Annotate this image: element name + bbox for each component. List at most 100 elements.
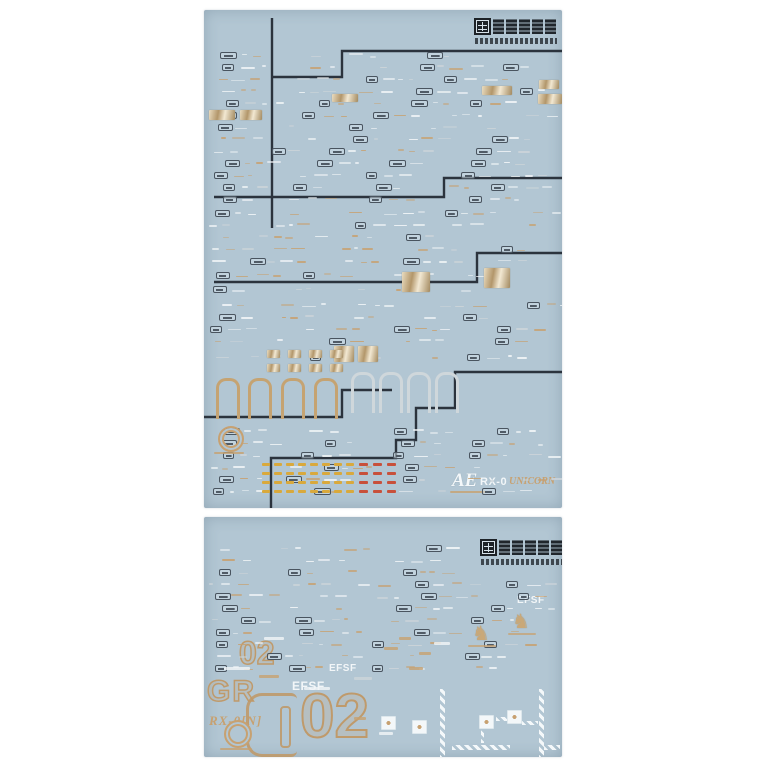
anaheim-ae-text: AE (452, 470, 478, 491)
decal-code-box (389, 160, 407, 167)
decal-mark (262, 65, 267, 68)
decal-mark (408, 150, 415, 153)
decal-code-box (352, 136, 369, 143)
decal-mark (214, 340, 221, 343)
decal-mark (505, 643, 518, 646)
decal-code-box (403, 258, 420, 265)
decal-mark (236, 275, 248, 278)
decal-mark (432, 608, 440, 610)
decal-mark (503, 454, 508, 457)
decal-mark (546, 303, 556, 305)
decal-code-box (462, 314, 478, 321)
decal-code-box (349, 124, 363, 131)
decal-code-box (225, 100, 239, 107)
decal-mark (352, 235, 359, 237)
caution-chip (310, 490, 318, 493)
arch-decal (281, 378, 305, 419)
decal-mark (315, 235, 328, 238)
caution-chip (359, 490, 368, 493)
decal-mark (329, 65, 336, 68)
decal-mark (377, 584, 391, 587)
decal-mark (468, 645, 496, 647)
decal-mark (302, 642, 314, 645)
decal-code-box (443, 76, 457, 83)
decal-code-box (413, 629, 430, 636)
decal-mark (470, 223, 484, 225)
decal-mark (216, 356, 230, 359)
decal-code-box (317, 160, 334, 167)
decal-mark (252, 55, 261, 58)
caution-chip (262, 463, 270, 466)
decal-mark (358, 288, 365, 291)
decal-code-box (218, 124, 233, 131)
caution-chip (298, 463, 306, 466)
decal-mark (256, 186, 268, 188)
caution-chip (387, 481, 396, 484)
unicorn-emblem-icon: ♞ (472, 621, 490, 645)
decal-mark (342, 632, 350, 635)
decal-mark (275, 225, 286, 227)
decal-mark (233, 632, 238, 635)
decal-mark (221, 467, 229, 470)
decal-mark (235, 211, 242, 214)
decal-mark (471, 65, 485, 67)
decal-mark (393, 596, 399, 599)
decal-code-box (369, 196, 382, 203)
decal-code-box (220, 52, 238, 59)
caution-chip (359, 472, 368, 475)
decal-mark (225, 248, 236, 251)
decal-mark (449, 67, 463, 70)
decal-mark (548, 455, 561, 458)
caution-stripe (522, 721, 538, 725)
decal-mark (411, 560, 424, 563)
decal-mark (409, 667, 423, 670)
decal-mark (316, 77, 329, 79)
decal-mark (242, 489, 250, 492)
decal-mark (381, 91, 393, 94)
decal-mark (236, 304, 244, 307)
decal-mark (367, 236, 372, 239)
decal-mark (359, 91, 373, 94)
decal-mark (319, 630, 334, 633)
decal-mark (432, 247, 445, 249)
brand-logo (480, 539, 562, 573)
decal-mark (409, 138, 418, 141)
number-02-large: 02 (299, 681, 370, 752)
decal-mark (449, 185, 459, 188)
decal-mark (433, 101, 438, 104)
decal-code-box (301, 112, 316, 119)
decal-mark (393, 274, 403, 276)
caution-chip (346, 490, 354, 493)
decal-mark (281, 316, 287, 319)
gold-grid-cell (267, 364, 280, 372)
decal-mark (251, 355, 260, 358)
decal-mark (244, 102, 256, 104)
brand-logo-mark-icon (480, 539, 497, 556)
decal-mark (432, 632, 446, 634)
decal-mark (504, 161, 510, 164)
decal-mark (208, 583, 213, 585)
decal-mark (309, 429, 323, 432)
decal-mark (276, 102, 284, 104)
decal-mark (306, 477, 320, 480)
decal-mark (507, 355, 513, 357)
decal-mark (317, 559, 331, 562)
decal-mark (514, 340, 529, 343)
caution-chip (334, 472, 342, 475)
decal-mark (515, 163, 526, 166)
decal-mark (273, 275, 281, 277)
decal-mark (296, 261, 306, 263)
decal-code-box (222, 605, 239, 612)
arch-decal (407, 372, 431, 413)
decal-mark (261, 103, 268, 105)
decal-mark (248, 594, 263, 596)
decal-mark (472, 305, 487, 308)
caution-chip (286, 472, 294, 475)
efsf-text: EFSF (292, 679, 325, 693)
decal-code-box (215, 272, 230, 279)
decal-code-box (497, 326, 512, 333)
decal-mark (517, 249, 525, 252)
decal-mark (352, 656, 363, 658)
decal-mark (267, 261, 276, 263)
decal-mark (324, 273, 332, 275)
